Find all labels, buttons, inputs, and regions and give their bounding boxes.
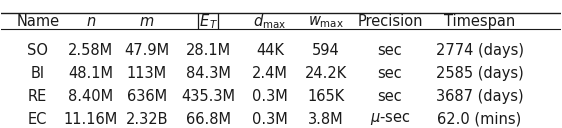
- Text: $\mu$-sec: $\mu$-sec: [370, 111, 410, 127]
- Text: 84.3M: 84.3M: [186, 66, 231, 81]
- Text: RE: RE: [28, 89, 47, 104]
- Text: 66.8M: 66.8M: [186, 112, 231, 127]
- Text: 2774 (days): 2774 (days): [436, 43, 524, 58]
- Text: EC: EC: [28, 112, 47, 127]
- Text: 47.9M: 47.9M: [124, 43, 169, 58]
- Text: $|E_T|$: $|E_T|$: [196, 12, 221, 32]
- Text: 2.4M: 2.4M: [252, 66, 288, 81]
- Text: 3.8M: 3.8M: [308, 112, 343, 127]
- Text: $m$: $m$: [139, 14, 155, 29]
- Text: 165K: 165K: [307, 89, 345, 104]
- Text: 2.58M: 2.58M: [69, 43, 114, 58]
- Text: 594: 594: [312, 43, 339, 58]
- Text: 11.16M: 11.16M: [64, 112, 118, 127]
- Text: 24.2K: 24.2K: [305, 66, 347, 81]
- Text: Name: Name: [16, 14, 60, 29]
- Text: 44K: 44K: [256, 43, 284, 58]
- Text: 113M: 113M: [126, 66, 167, 81]
- Text: 48.1M: 48.1M: [69, 66, 114, 81]
- Text: 28.1M: 28.1M: [185, 43, 231, 58]
- Text: 2.32B: 2.32B: [125, 112, 168, 127]
- Text: 62.0 (mins): 62.0 (mins): [437, 112, 522, 127]
- Text: 435.3M: 435.3M: [182, 89, 235, 104]
- Text: 2585 (days): 2585 (days): [436, 66, 523, 81]
- Text: sec: sec: [378, 66, 402, 81]
- Text: sec: sec: [378, 43, 402, 58]
- Text: 8.40M: 8.40M: [69, 89, 114, 104]
- Text: $w_{\mathrm{max}}$: $w_{\mathrm{max}}$: [308, 14, 344, 30]
- Text: Timespan: Timespan: [444, 14, 515, 29]
- Text: BI: BI: [31, 66, 45, 81]
- Text: Precision: Precision: [357, 14, 423, 29]
- Text: 636M: 636M: [126, 89, 167, 104]
- Text: $n$: $n$: [86, 14, 96, 29]
- Text: 3687 (days): 3687 (days): [436, 89, 523, 104]
- Text: $d_{\mathrm{max}}$: $d_{\mathrm{max}}$: [253, 13, 287, 31]
- Text: 0.3M: 0.3M: [252, 89, 288, 104]
- Text: SO: SO: [27, 43, 48, 58]
- Text: 0.3M: 0.3M: [252, 112, 288, 127]
- Text: sec: sec: [378, 89, 402, 104]
